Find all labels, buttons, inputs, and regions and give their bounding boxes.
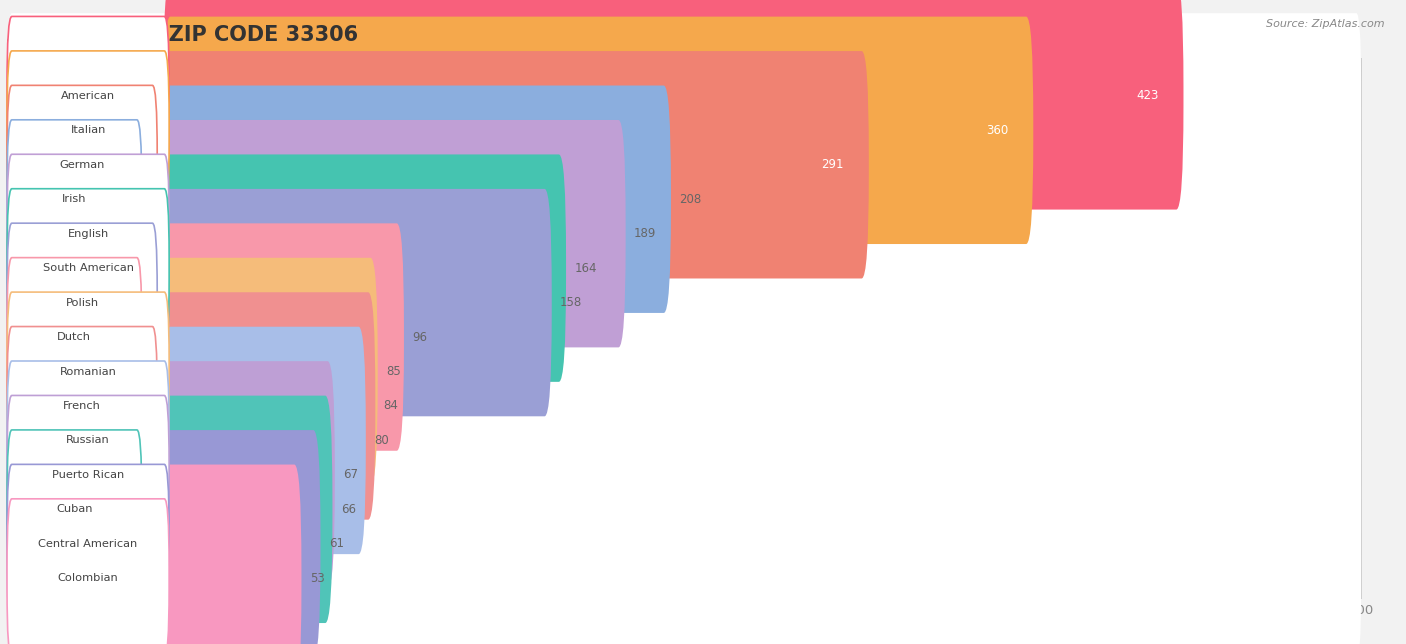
Text: Cuban: Cuban <box>56 504 93 515</box>
Text: 164: 164 <box>575 261 598 274</box>
FancyBboxPatch shape <box>163 395 332 623</box>
FancyBboxPatch shape <box>7 223 157 382</box>
Text: 423: 423 <box>1136 90 1159 102</box>
Text: 189: 189 <box>634 227 657 240</box>
Text: Colombian: Colombian <box>58 573 118 583</box>
FancyBboxPatch shape <box>7 392 1361 558</box>
Text: Romanian: Romanian <box>59 366 117 377</box>
Text: Dutch: Dutch <box>58 332 91 342</box>
Text: Puerto Rican: Puerto Rican <box>52 470 124 480</box>
Text: 67: 67 <box>343 468 359 481</box>
FancyBboxPatch shape <box>7 82 1361 247</box>
Text: 85: 85 <box>387 365 401 378</box>
FancyBboxPatch shape <box>7 357 1361 523</box>
FancyBboxPatch shape <box>163 189 551 416</box>
FancyBboxPatch shape <box>7 17 169 175</box>
Text: 84: 84 <box>384 399 398 412</box>
FancyBboxPatch shape <box>7 361 169 520</box>
FancyBboxPatch shape <box>163 361 335 589</box>
FancyBboxPatch shape <box>163 17 1033 244</box>
FancyBboxPatch shape <box>163 51 869 278</box>
Text: 80: 80 <box>374 434 389 447</box>
FancyBboxPatch shape <box>163 223 404 451</box>
FancyBboxPatch shape <box>7 426 1361 592</box>
FancyBboxPatch shape <box>7 86 157 244</box>
Text: Russian: Russian <box>66 435 110 446</box>
FancyBboxPatch shape <box>7 499 169 644</box>
FancyBboxPatch shape <box>163 430 321 644</box>
Text: American: American <box>60 91 115 101</box>
Text: Italian: Italian <box>70 126 105 135</box>
FancyBboxPatch shape <box>7 430 142 589</box>
FancyBboxPatch shape <box>163 86 671 313</box>
FancyBboxPatch shape <box>163 258 378 485</box>
Text: Polish: Polish <box>66 298 98 308</box>
FancyBboxPatch shape <box>7 220 1361 385</box>
FancyBboxPatch shape <box>7 495 1361 644</box>
FancyBboxPatch shape <box>7 155 169 313</box>
FancyBboxPatch shape <box>7 323 1361 489</box>
Text: 360: 360 <box>986 124 1008 137</box>
FancyBboxPatch shape <box>7 117 1361 282</box>
FancyBboxPatch shape <box>163 292 375 520</box>
Text: 158: 158 <box>560 296 582 309</box>
FancyBboxPatch shape <box>7 327 157 486</box>
FancyBboxPatch shape <box>7 151 1361 316</box>
FancyBboxPatch shape <box>7 258 142 417</box>
FancyBboxPatch shape <box>7 51 169 210</box>
Text: 291: 291 <box>821 158 844 171</box>
FancyBboxPatch shape <box>163 155 567 382</box>
FancyBboxPatch shape <box>7 254 1361 420</box>
FancyBboxPatch shape <box>7 461 1361 627</box>
FancyBboxPatch shape <box>163 0 1184 209</box>
Text: Source: ZipAtlas.com: Source: ZipAtlas.com <box>1267 19 1385 30</box>
FancyBboxPatch shape <box>7 292 169 451</box>
FancyBboxPatch shape <box>163 464 301 644</box>
Text: Irish: Irish <box>62 194 87 204</box>
Text: 53: 53 <box>309 572 325 585</box>
FancyBboxPatch shape <box>7 395 169 554</box>
FancyBboxPatch shape <box>7 464 169 623</box>
Text: 208: 208 <box>679 193 702 205</box>
Text: German: German <box>59 160 105 170</box>
Text: English: English <box>67 229 108 239</box>
FancyBboxPatch shape <box>7 48 1361 213</box>
FancyBboxPatch shape <box>7 185 1361 351</box>
FancyBboxPatch shape <box>7 189 169 348</box>
Text: Central American: Central American <box>38 539 138 549</box>
FancyBboxPatch shape <box>7 289 1361 454</box>
Text: French: French <box>63 401 101 411</box>
Text: ANCESTRY IN ZIP CODE 33306: ANCESTRY IN ZIP CODE 33306 <box>7 25 359 45</box>
FancyBboxPatch shape <box>7 120 142 279</box>
FancyBboxPatch shape <box>163 327 366 554</box>
Text: 61: 61 <box>329 537 344 550</box>
Text: South American: South American <box>42 263 134 273</box>
FancyBboxPatch shape <box>7 13 1361 178</box>
Text: 96: 96 <box>412 330 427 343</box>
FancyBboxPatch shape <box>163 120 626 347</box>
Text: 66: 66 <box>340 503 356 516</box>
